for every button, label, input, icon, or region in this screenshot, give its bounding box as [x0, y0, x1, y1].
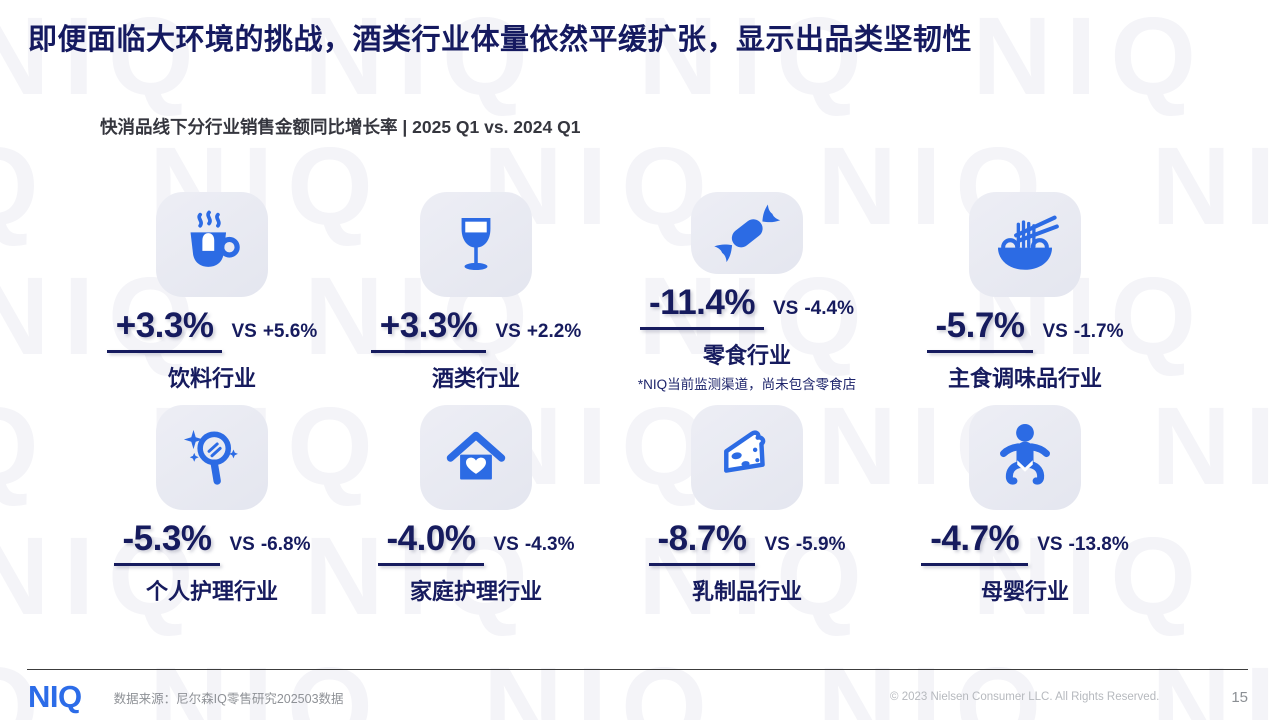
noodle-bowl-icon: [997, 215, 1059, 270]
page-number: 15: [1231, 688, 1248, 706]
baby-icon: [1000, 423, 1050, 485]
data-source-text: 数据来源：尼尔森IQ零售研究202503数据: [113, 691, 344, 706]
snack-footnote: *NIQ当前监测渠道，尚未包含零食店: [637, 377, 857, 392]
category-card-personal-care: -5.3% VS -6.8% 个人护理行业: [80, 393, 344, 606]
vs-label: VS: [229, 534, 255, 555]
wine-glass-icon: [461, 217, 491, 270]
category-card-beverage: +3.3% VS +5.6% 饮料行业: [80, 180, 344, 393]
watermark-row: NIQ NIQ NIQ NIQ NIQ: [0, 0, 1280, 118]
vs-label: VS: [495, 321, 521, 342]
tile-snack: [691, 192, 803, 274]
growth-value: -5.7%: [926, 306, 1034, 353]
prior-growth-value: +2.2%: [526, 321, 582, 342]
growth-value: -4.7%: [921, 519, 1029, 566]
category-card-staple: -5.7% VS -1.7% 主食调味品行业: [886, 180, 1164, 393]
footer-divider: [27, 669, 1248, 670]
tile-dairy: [691, 405, 803, 510]
growth-value: +3.3%: [370, 306, 487, 353]
growth-row: -8.7% VS -5.9%: [648, 519, 846, 566]
footer: NIQ 数据来源：尼尔森IQ零售研究202503数据 © 2023 Nielse…: [28, 676, 1248, 718]
category-label: 家庭护理行业: [409, 579, 542, 604]
tile-alcohol: [420, 192, 532, 297]
growth-value: -11.4%: [640, 283, 764, 330]
cheese-icon: [724, 429, 766, 473]
category-label: 主食调味品行业: [947, 366, 1102, 391]
tile-staple: [969, 192, 1081, 297]
tile-beverage: [156, 192, 268, 297]
prior-growth-value: -4.4%: [804, 298, 854, 319]
growth-row: +3.3% VS +5.6%: [106, 306, 318, 353]
growth-value: +3.3%: [106, 306, 223, 353]
prior-growth-value: -4.3%: [524, 534, 575, 555]
growth-value: -8.7%: [648, 519, 756, 566]
category-card-dairy: -8.7% VS -5.9% 乳制品行业: [608, 393, 886, 606]
teacup-icon: [190, 210, 240, 267]
house-heart-icon: [446, 431, 506, 479]
vs-label: VS: [1042, 321, 1068, 342]
category-label: 酒类行业: [431, 366, 520, 391]
category-card-home-care: -4.0% VS -4.3% 家庭护理行业: [344, 393, 608, 606]
vs-label: VS: [772, 298, 799, 319]
prior-growth-value: -6.8%: [260, 534, 311, 555]
category-label: 个人护理行业: [145, 579, 278, 604]
vs-label: VS: [231, 321, 257, 342]
prior-growth-value: +5.6%: [262, 321, 318, 342]
watermark-row: NIQ NIQ NIQ NIQ NIQ: [0, 645, 1280, 720]
category-label: 饮料行业: [167, 366, 256, 391]
prior-growth-value: -5.9%: [795, 534, 846, 555]
candy-icon: [714, 204, 781, 263]
growth-value: -4.0%: [377, 519, 485, 566]
category-card-snack: -11.4% VS -4.4% 零食行业 *NIQ当前监测渠道，尚未包含零食店: [608, 180, 886, 393]
category-card-alcohol: +3.3% VS +2.2% 酒类行业: [344, 180, 608, 393]
growth-row: -4.7% VS -13.8%: [921, 519, 1129, 566]
tile-baby: [969, 405, 1081, 510]
category-label: 乳制品行业: [691, 579, 802, 604]
chart-subtitle: 快消品线下分行业销售金额同比增长率 | 2025 Q1 vs. 2024 Q1: [100, 117, 581, 137]
vs-label: VS: [764, 534, 790, 555]
growth-row: -5.3% VS -6.8%: [113, 519, 311, 566]
growth-row: +3.3% VS +2.2%: [370, 306, 582, 353]
vs-label: VS: [1037, 534, 1063, 555]
niq-logo: NIQ: [28, 679, 82, 714]
growth-row: -11.4% VS -4.4%: [640, 283, 854, 330]
hand-mirror-icon: [183, 429, 238, 485]
tile-personal-care: [156, 405, 268, 510]
growth-row: -5.7% VS -1.7%: [926, 306, 1124, 353]
prior-growth-value: -1.7%: [1073, 321, 1124, 342]
copyright-text: © 2023 Nielsen Consumer LLC. All Rights …: [890, 691, 1160, 703]
category-label: 零食行业: [702, 343, 791, 368]
watermark-row: NIQ NIQ NIQ NIQ NIQ: [0, 515, 1280, 638]
vs-label: VS: [493, 534, 519, 555]
growth-row: -4.0% VS -4.3%: [377, 519, 575, 566]
prior-growth-value: -13.8%: [1068, 534, 1129, 555]
slide-title: 即便面临大环境的挑战，酒类行业体量依然平缓扩张，显示出品类坚韧性: [28, 24, 973, 56]
category-grid: +3.3% VS +5.6% 饮料行业 +3.3%: [80, 180, 1164, 606]
growth-value: -5.3%: [113, 519, 221, 566]
category-label: 母婴行业: [980, 579, 1069, 604]
tile-home-care: [420, 405, 532, 510]
category-card-baby: -4.7% VS -13.8% 母婴行业: [886, 393, 1164, 606]
